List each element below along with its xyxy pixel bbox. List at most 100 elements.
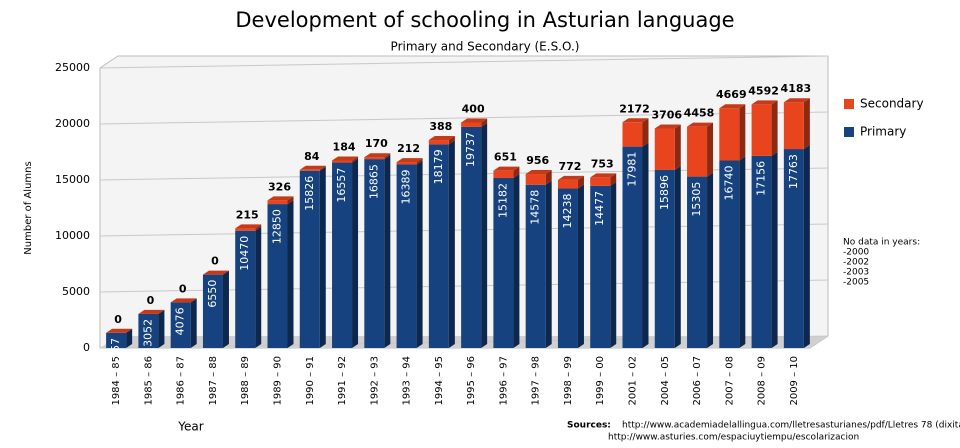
grid-line [99,55,829,69]
bar-side [384,155,391,348]
bar-side [674,124,681,170]
bar-top [461,118,488,123]
note-line: -2003 [843,268,869,278]
data-label: 753 [591,157,614,170]
data-label: 772 [558,160,581,173]
x-tick-label: 1996 – 97 [498,356,509,406]
y-tick-label: 15000 [55,173,90,186]
bar-segment [267,200,288,205]
data-label: 0 [179,282,187,295]
bar-segment [590,185,611,348]
bar-top [267,196,294,201]
bar-side [803,145,810,348]
bar-segment [493,170,514,178]
bar-side [513,166,520,178]
bar-side [771,100,778,156]
data-label: 4592 [748,84,779,97]
bar-segment [687,176,708,348]
data-label: 10470 [238,236,251,271]
bar-segment [622,146,643,348]
x-tick-label: 1990 – 91 [305,356,316,406]
x-tick-label: 1997 – 98 [531,356,542,406]
data-label: 17763 [787,154,800,189]
legend-label: Secondary [860,97,924,111]
x-tick-label: 2006 – 07 [692,356,703,406]
bar-top [138,309,165,314]
bar-top [106,328,133,333]
data-label: 84 [304,150,320,163]
bar-side [674,165,681,348]
bar-side [642,142,649,348]
bar-segment [557,188,578,348]
data-label: 6550 [206,280,219,308]
data-label: 17156 [755,161,768,196]
bar-segment [783,149,804,348]
bar-side [287,200,294,348]
bar-side [158,309,165,348]
data-label: 3052 [141,319,154,347]
data-label: 956 [526,154,549,167]
bar-segment [783,102,804,150]
bar-top [590,173,617,178]
bar-side [352,156,359,163]
bar-segment [235,230,256,348]
bar-top [332,156,359,161]
bar-segment [202,274,223,348]
bar-side [255,224,262,231]
legend-swatch [844,99,854,109]
y-tick-label: 20000 [55,117,90,130]
x-tick-label: 1992 – 93 [369,356,380,406]
bar-segment [719,108,740,161]
bar-top [687,122,714,127]
bar-segment [299,169,320,171]
bar-side [255,226,262,348]
bar-side [771,151,778,348]
data-label: 212 [397,142,420,155]
bar-side [190,298,197,348]
x-tick-label: 2001 – 02 [628,356,639,406]
x-tick-label: 1998 – 99 [563,356,574,406]
bar-top [525,170,552,175]
bar-side [642,118,649,147]
bar-side [222,270,229,348]
bar-top [170,298,197,303]
bar-top [493,166,520,171]
data-label: 1357 [109,338,122,366]
legend-swatch [844,127,854,137]
bar-top [654,124,681,129]
bar-segment [654,128,675,170]
bar-segment [622,122,643,147]
bar-top [235,224,262,229]
y-tick-label: 0 [83,341,90,354]
data-label: 16865 [367,164,380,199]
source-line: http://www.academiadelallingua.com/lletr… [622,421,960,431]
bar-side [481,122,488,348]
bar-segment [557,179,578,189]
bar-side [707,172,714,348]
x-tick-label: 1989 – 90 [273,356,284,406]
bar-side [352,158,359,348]
data-label: 15182 [496,183,509,218]
x-tick-label: 1991 – 92 [337,356,348,406]
bar-top [299,165,326,170]
bar-segment [428,140,449,145]
data-label: 4458 [684,107,715,120]
y-tick-label: 10000 [55,229,90,242]
grid-line [99,111,829,125]
source-line: http://www.asturies.com/espaciuytiempu/e… [608,433,859,443]
bar-segment [428,144,449,348]
data-label: 18179 [432,149,445,184]
x-tick-label: 2008 – 09 [757,356,768,406]
bar-side [319,166,326,348]
note-line: -2000 [843,248,869,258]
bar-segment [364,157,385,160]
data-label: 16389 [400,169,413,204]
data-label: 326 [268,180,291,193]
bar-side [610,173,617,186]
bar-side [739,156,746,348]
bar-side [319,165,326,171]
bar-top [202,270,229,275]
bar-side [803,98,810,150]
bar-segment [461,122,482,127]
